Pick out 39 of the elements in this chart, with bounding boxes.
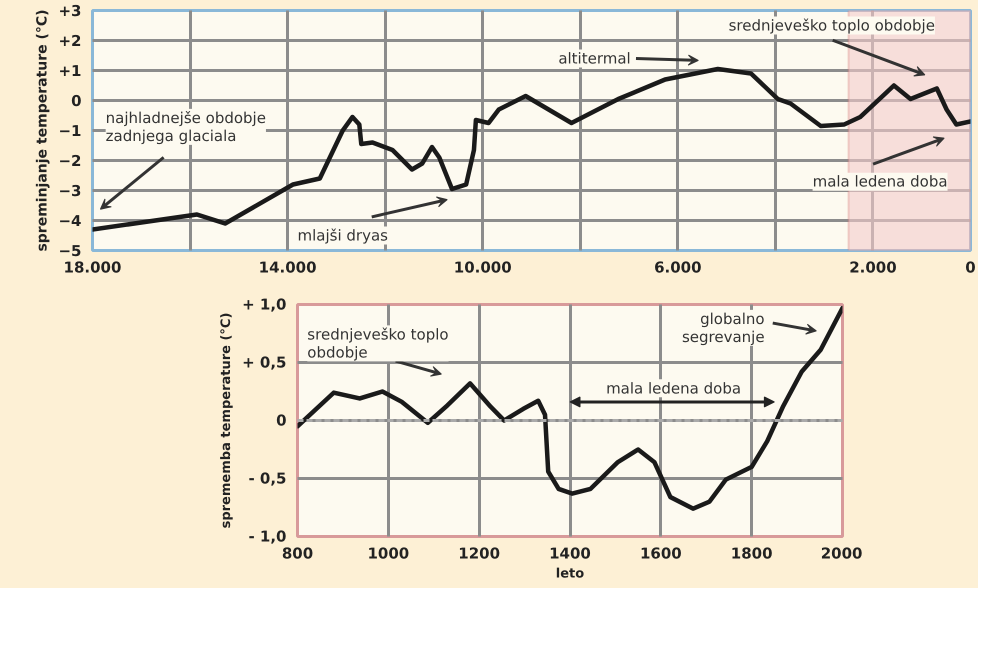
y-tick-label: +3 xyxy=(58,2,82,20)
annotation: najhladnejše obdobje zadnjega glaciala xyxy=(106,108,266,145)
annotation: srednjeveško toplo obdobje xyxy=(307,325,449,362)
y-tick-label: +1 xyxy=(58,62,82,80)
annotation: mala ledena doba xyxy=(606,379,742,398)
x-axis-title: leto xyxy=(556,566,584,582)
x-tick-label: 2000 xyxy=(820,544,862,562)
annotation: globalno segrevanje xyxy=(682,310,765,346)
x-tick-label: 1400 xyxy=(549,544,591,562)
y-axis-title: spreminjanje temperature (°C) xyxy=(34,9,50,252)
x-tick-label: 1600 xyxy=(640,544,682,562)
x-tick-label: 18.000 xyxy=(64,258,122,276)
x-tick-label: 1000 xyxy=(367,544,410,562)
y-tick-label: + 0,5 xyxy=(242,354,287,372)
x-tick-label: 0 xyxy=(965,258,976,276)
y-tick-label: −3 xyxy=(58,182,82,200)
line-series xyxy=(298,306,842,511)
x-tick-label: 1800 xyxy=(730,544,773,562)
y-tick-label: - 0,5 xyxy=(248,470,287,488)
y-tick-label: −5 xyxy=(58,242,82,260)
x-tick-label: 800 xyxy=(282,544,314,562)
annotation: srednjeveško toplo obdobje xyxy=(728,16,935,34)
y-tick-label: 0 xyxy=(71,92,82,110)
x-tick-label: 1200 xyxy=(458,544,500,562)
y-axis-title: sprememba temperature (°C) xyxy=(219,312,234,528)
x-tick-label: 14.000 xyxy=(258,258,317,276)
y-tick-label: - 1,0 xyxy=(248,528,287,546)
annotation: mlajši dryas xyxy=(298,226,388,244)
y-tick-label: −2 xyxy=(58,152,82,170)
y-tick-label: +2 xyxy=(58,32,82,50)
x-tick-label: 6.000 xyxy=(654,258,702,276)
annotation: mala ledena doba xyxy=(812,172,948,191)
y-tick-label: −1 xyxy=(58,122,82,140)
y-tick-label: −4 xyxy=(58,212,82,230)
y-tick-label: + 1,0 xyxy=(242,296,287,314)
x-tick-label: 10.000 xyxy=(454,258,512,276)
annotation: altitermal xyxy=(558,50,631,68)
y-tick-label: 0 xyxy=(276,412,286,430)
x-tick-label: 2.000 xyxy=(849,258,897,276)
